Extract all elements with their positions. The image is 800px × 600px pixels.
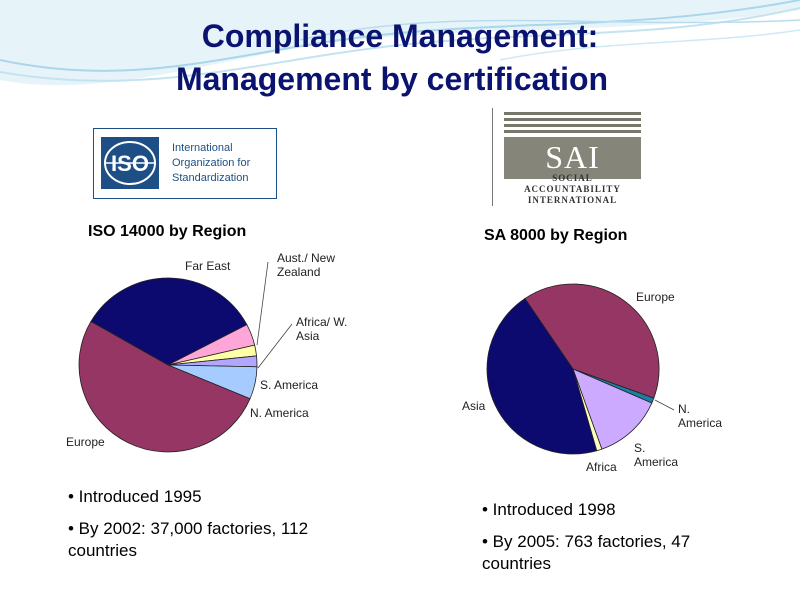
bullet-item: • By 2005: 763 factories, 47 countries: [482, 532, 691, 573]
sai-logo-text: SOCIAL ACCOUNTABILITY INTERNATIONAL: [504, 173, 641, 206]
slice-label: S. America: [260, 378, 318, 392]
pie-slice-asia: [486, 297, 598, 455]
slice-label: Africa: [586, 460, 617, 474]
pie-slice-europe: [524, 283, 660, 399]
bullet-item: • Introduced 1995: [68, 487, 202, 506]
iso-logo-text: International Organization for Standardi…: [172, 141, 276, 186]
pie-slice-europe: [78, 320, 251, 453]
leader-line: [257, 323, 293, 369]
iso-chart-title: ISO 14000 by Region: [88, 223, 247, 240]
iso-mark-icon: ISO: [101, 137, 159, 189]
slice-label: Far East: [185, 259, 231, 273]
slice-label: S. America: [634, 441, 678, 469]
sa-chart-title: SA 8000 by Region: [484, 227, 628, 244]
slice-label: N. America: [250, 406, 309, 420]
iso-logo: ISO International Organization for Stand…: [93, 128, 277, 199]
slice-label: N. America: [678, 402, 722, 430]
sai-logo-line: SOCIAL: [552, 173, 593, 183]
sa-bullet-list: • Introduced 1998 • By 2005: 763 factori…: [482, 499, 742, 585]
leader-line: [256, 261, 269, 346]
iso-bullet-list: • Introduced 1995 • By 2002: 37,000 fact…: [68, 486, 338, 572]
iso-mark-text: ISO: [111, 151, 149, 176]
slice-label: Europe: [636, 290, 675, 304]
slice-label: Asia: [462, 399, 486, 413]
slice-label: Africa/ W. Asia: [296, 315, 347, 343]
bullet-item: • By 2002: 37,000 factories, 112 countri…: [68, 519, 309, 560]
iso-pie-chart: Far East Aust./ New Zealand Africa/ W. Asia S…: [66, 251, 347, 453]
sai-logo: SAI SOCIAL ACCOUNTABILITY INTERNATIONAL: [492, 108, 641, 206]
sai-logo-line: ACCOUNTABILITY: [524, 184, 621, 194]
iso-logo-line: Standardization: [172, 172, 249, 184]
slide-title-line2: Management by certification: [175, 61, 609, 97]
slice-label: Europe: [66, 435, 105, 449]
decorative-waves: [0, 0, 800, 86]
pie-slice-s-america: [572, 368, 653, 450]
slide-title-line1: Compliance Management:: [201, 18, 599, 54]
slice-label: Aust./ New Zealand: [277, 251, 335, 279]
iso-logo-line: International: [172, 142, 233, 154]
bullet-item: • Introduced 1998: [482, 500, 616, 519]
sai-mark: SAI: [504, 137, 641, 179]
iso-logo-line: Organization for: [172, 157, 251, 169]
leader-line: [654, 399, 675, 411]
sai-mark-text: SAI: [545, 139, 600, 175]
sai-logo-line: INTERNATIONAL: [527, 195, 618, 205]
